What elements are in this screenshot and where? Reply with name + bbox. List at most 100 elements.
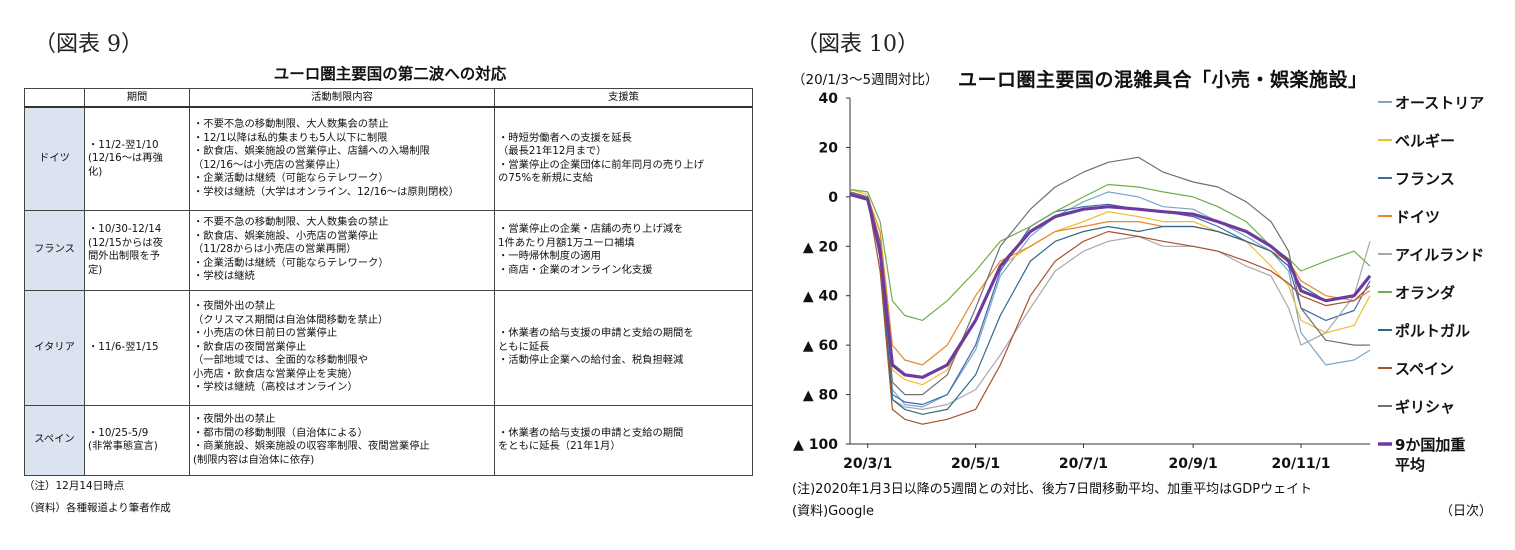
x-tick-label: 20/7/1 — [1059, 456, 1108, 472]
series-line-8 — [849, 193, 1371, 425]
header-support: 支援策 — [494, 88, 753, 108]
legend-label: オーストリア — [1395, 94, 1484, 112]
cell-line: ・時短労働者への支援を延長 — [498, 131, 632, 144]
cell-line: ・夜間外出の禁止 — [193, 413, 276, 425]
table-source: （資料）各種報道より筆者作成 — [24, 502, 171, 514]
table-title: ユーロ圏主要国の第二波への対応 — [273, 65, 507, 83]
y-tick-label: 0 — [828, 190, 838, 206]
y-tick-label: ▲ 100 — [793, 437, 838, 453]
cell-line: ・飲食店、娯楽施設の営業停止、店舗への入場制限 — [193, 145, 430, 158]
cell-line: ・小売店の休日前日の営業停止 — [193, 327, 338, 340]
cell-line: 1件あたり月額1万ユーロ補填 — [498, 236, 635, 249]
cell-line: （11/28からは小売店の営業再開） — [193, 243, 357, 256]
cell-line: ともに延長 — [498, 340, 550, 353]
country-cell: ドイツ — [24, 106, 85, 211]
cell-line: をともに延長（21年1月） — [498, 440, 621, 452]
period-cell: ・11/6-翌1/15 — [84, 289, 190, 406]
cell-line: ・12/1以降は私的集まりも5人以下に制限 — [193, 131, 388, 144]
country-cell: イタリア — [24, 289, 85, 406]
cell-line: 小売店・飲食店な営業停止を実施） — [193, 367, 358, 380]
legend-label: フランス — [1395, 170, 1455, 188]
table-row: スペイン ・10/25-5/9 (非常事態宣言) ・夜間外出の禁止 ・都市間の移動制限（… — [24, 404, 753, 476]
cell-line: ・休業者の給与支援の申請と支給の期間を — [498, 327, 694, 340]
table-row: ドイツ ・11/2-翌1/10 (12/16～は再強 化) ・不要不急の移動制限、大人数… — [24, 106, 753, 211]
legend-label: オランダ — [1395, 284, 1455, 302]
chart-subtitle: （20/1/3～5週間対比） — [792, 72, 939, 88]
legend-label: スペイン — [1395, 360, 1454, 378]
table-note: （注）12月14日時点 — [24, 480, 125, 492]
cell-line: （12/16～は小売店の営業停止） — [193, 158, 347, 171]
y-tick-label: ▲ 80 — [803, 388, 838, 404]
legend-label: ベルギー — [1395, 132, 1455, 150]
series-line-2 — [849, 188, 1371, 386]
table-row: イタリア ・11/6-翌1/15 ・夜間外出の禁止 （クリスマス期間は自治体間移動を禁… — [24, 289, 753, 406]
support-cell: ・営業停止の企業・店舗の売り上げ減を 1件あたり月額1万ユーロ補填 ・一時帰休制度の… — [494, 209, 753, 291]
y-tick-label: ▲ 20 — [803, 239, 838, 255]
cell-line: ・夜間外出の禁止 — [193, 300, 276, 313]
cell-line: ・休業者の給与支援の申請と支給の期間 — [498, 426, 684, 439]
series-line-10 — [849, 192, 1372, 379]
legend-label: 9か国加重 — [1395, 436, 1465, 454]
cell-line: ・一時帰休制度の適用 — [498, 250, 601, 262]
cell-line: (非常事態宣言) — [88, 440, 158, 452]
measures-cell: ・不要不急の移動制限、大人数集会の禁止 ・飲食店、娯楽施設、小売店の営業停止 （11… — [189, 209, 495, 291]
legend-label: ドイツ — [1395, 208, 1440, 226]
cell-line: （最長21年12月まで） — [498, 145, 607, 158]
cell-line: (12/15からは夜 — [88, 236, 163, 249]
chart-note: (注)2020年1月3日以降の5週間との対比、後方7日間移動平均、加重平均はGD… — [792, 482, 1313, 497]
cell-line: ・10/30-12/14 — [88, 223, 162, 235]
period-cell: ・11/2-翌1/10 (12/16～は再強 化) — [84, 106, 190, 211]
cell-line: ・学校は継続 — [193, 270, 255, 283]
table-row: フランス ・10/30-12/14 (12/15からは夜 間外出制限を予 定) ・不要不急… — [24, 209, 753, 291]
series-line-9 — [849, 156, 1370, 396]
chart-title: ユーロ圏主要国の混雑具合「小売・娯楽施設」 — [958, 69, 1368, 91]
cell-line: (12/16～は再強 — [88, 152, 163, 164]
cell-line: ・企業活動は継続（可能ならテレワーク） — [193, 172, 389, 185]
legend-label: ギリシャ — [1395, 398, 1455, 416]
cell-line: ・都市間の移動制限（自治体による） — [193, 426, 368, 439]
period-cell: ・10/30-12/14 (12/15からは夜 間外出制限を予 定) — [84, 209, 190, 291]
cell-line: (制限内容は自治体に依存) — [193, 453, 315, 466]
cell-line: ・不要不急の移動制限、大人数集会の禁止 — [193, 216, 389, 229]
cell-line: （一部地域では、全面的な移動制限や — [193, 354, 369, 367]
support-cell: ・時短労働者への支援を延長 （最長21年12月まで） ・営業停止の企業団体に前年同月… — [494, 106, 753, 211]
y-tick-label: ▲ 60 — [803, 338, 838, 354]
cell-line: ・11/2-翌1/10 — [88, 138, 159, 151]
chart-unit: （日次） — [1440, 504, 1493, 519]
cell-line: ・不要不急の移動制限、大人数集会の禁止 — [193, 118, 389, 131]
cell-line: ・飲食店の夜間営業停止 — [193, 340, 307, 353]
cell-line: ・学校は継続（高校はオンライン） — [193, 381, 358, 394]
country-cell: フランス — [24, 209, 85, 291]
figure-9-label: （図表 9） — [34, 32, 143, 57]
cell-line: ・学校は継続（大学はオンライン、12/16～は原則閉校） — [193, 185, 459, 198]
table-header-row: 期間 活動制限内容 支援策 — [24, 88, 753, 108]
cell-line: ・商業施設、娯楽施設の収容率制限、夜間営業停止 — [193, 440, 430, 452]
x-tick-label: 20/5/1 — [951, 456, 1000, 472]
country-cell: スペイン — [24, 404, 85, 476]
cell-line: （クリスマス期間は自治体間移動を禁止） — [193, 313, 389, 326]
cell-line: ・10/25-5/9 — [88, 426, 149, 439]
figure-10-label: （図表 10） — [796, 32, 919, 57]
measures-cell: ・不要不急の移動制限、大人数集会の禁止 ・12/1以降は私的集まりも5人以下に制限… — [189, 106, 495, 211]
series-line-3 — [849, 191, 1371, 406]
support-cell: ・休業者の給与支援の申請と支給の期間 をともに延長（21年1月） — [494, 404, 753, 476]
cell-line: ・企業活動は継続（可能ならテレワーク） — [193, 256, 389, 269]
cell-line: ・営業停止の企業団体に前年同月の売り上げ — [498, 158, 704, 171]
y-tick-label: ▲ 40 — [803, 289, 838, 305]
cell-line: 化) — [88, 165, 103, 178]
legend-label: ポルトガル — [1395, 322, 1470, 340]
x-tick-label: 20/11/1 — [1272, 456, 1331, 472]
policy-table: 期間 活動制限内容 支援策 ドイツ ・11/2-翌1/10 (12/16～は再強 化)… — [24, 88, 753, 476]
legend-label: 平均 — [1395, 456, 1425, 474]
cell-line: ・飲食店、娯楽施設、小売店の営業停止 — [193, 229, 379, 242]
cell-line: 定) — [88, 263, 103, 276]
series-line-1 — [849, 191, 1371, 408]
cell-line: ・活動停止企業への給付金、税負担軽減 — [498, 354, 684, 367]
legend-label: アイルランド — [1395, 246, 1484, 264]
series-line-5 — [849, 193, 1371, 410]
period-cell: ・10/25-5/9 (非常事態宣言) — [84, 404, 190, 476]
header-country — [24, 88, 85, 108]
y-tick-label: 20 — [819, 140, 839, 156]
x-tick-label: 20/3/1 — [843, 456, 892, 472]
x-tick-label: 20/9/1 — [1169, 456, 1218, 472]
